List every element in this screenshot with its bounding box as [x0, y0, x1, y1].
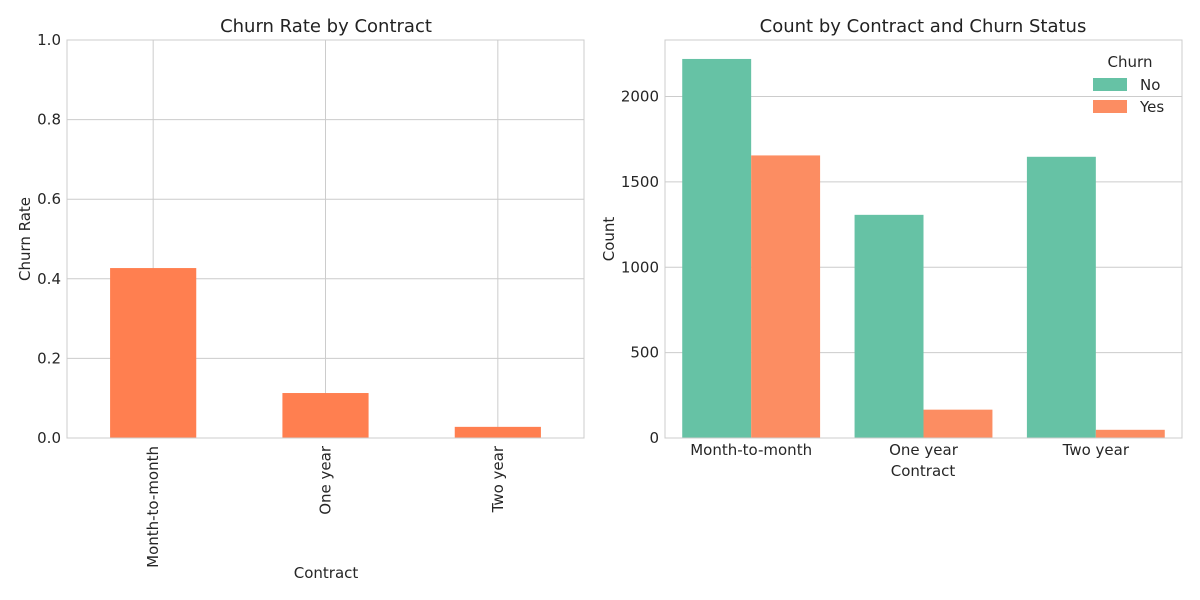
- right-y-tick-label: 1000: [621, 258, 659, 276]
- left-x-tick-label: Month-to-month: [144, 446, 162, 568]
- left-y-ticks: 0.0 0.2 0.4 0.6 0.8 1.0: [37, 31, 61, 447]
- right-chart-title: Count by Contract and Churn Status: [760, 16, 1087, 37]
- right-y-tick-label: 0: [649, 429, 659, 447]
- right-bar-yes: [1095, 429, 1165, 438]
- left-y-tick-label: 0.0: [37, 429, 61, 447]
- right-x-tick-label: Month-to-month: [690, 441, 812, 459]
- left-y-tick-label: 0.8: [37, 111, 61, 129]
- left-x-tick-label: One year: [317, 445, 335, 515]
- right-bar-yes: [751, 155, 821, 439]
- legend-swatch-yes: [1093, 100, 1127, 113]
- right-plot-frame: [664, 39, 1183, 439]
- right-y-ticks: 0 500 1000 1500 2000: [621, 88, 659, 447]
- left-bar: [454, 426, 541, 438]
- right-x-tick-label: One year: [889, 441, 959, 459]
- right-bar-no: [682, 58, 752, 438]
- right-bar-yes: [923, 409, 993, 438]
- legend-title: Churn: [1108, 53, 1153, 71]
- left-y-axis-label: Churn Rate: [16, 197, 34, 281]
- left-y-tick-label: 1.0: [37, 31, 61, 49]
- left-bar: [110, 268, 197, 438]
- right-y-tick-label: 1500: [621, 173, 659, 191]
- left-bars: [110, 268, 541, 438]
- right-bar-no: [1026, 156, 1096, 438]
- right-x-ticks: Month-to-month One year Two year: [690, 441, 1130, 459]
- legend-label-yes: Yes: [1139, 98, 1164, 116]
- left-x-tick-label: Two year: [489, 445, 507, 513]
- legend: Churn No Yes: [1093, 53, 1164, 116]
- churn-rate-chart: 0.0 0.2 0.4 0.6 0.8 1.0 Month-to-month One yea…: [16, 16, 585, 582]
- right-y-axis-label: Count: [600, 217, 618, 262]
- right-x-tick-label: Two year: [1062, 441, 1130, 459]
- right-bars: [682, 58, 1165, 439]
- right-x-axis-label: Contract: [891, 462, 956, 480]
- left-x-axis-label: Contract: [294, 564, 359, 582]
- count-chart: 0 500 1000 1500 2000 Month-to-month One year T…: [600, 16, 1183, 480]
- left-x-ticks: Month-to-month One year Two year: [144, 445, 507, 568]
- left-plot-frame: [66, 39, 585, 439]
- right-bar-no: [854, 214, 924, 438]
- left-y-tick-label: 0.2: [37, 349, 61, 367]
- legend-label-no: No: [1140, 76, 1160, 94]
- right-y-tick-label: 500: [630, 344, 659, 362]
- left-y-tick-label: 0.4: [37, 270, 61, 288]
- left-bar: [282, 393, 369, 438]
- left-y-tick-label: 0.6: [37, 190, 61, 208]
- right-y-tick-label: 2000: [621, 88, 659, 106]
- left-chart-title: Churn Rate by Contract: [220, 16, 432, 37]
- legend-swatch-no: [1093, 78, 1127, 91]
- legend-items: No Yes: [1093, 76, 1164, 116]
